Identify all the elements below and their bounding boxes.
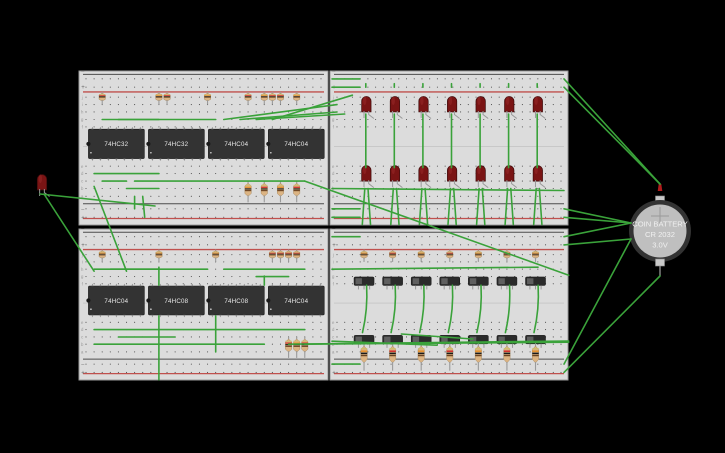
svg-text:74HC08: 74HC08 — [164, 298, 188, 305]
svg-text:3.0V: 3.0V — [652, 241, 669, 250]
svg-text:+: + — [332, 215, 336, 221]
svg-text:+: + — [332, 370, 336, 376]
svg-text:74HC04: 74HC04 — [284, 141, 308, 148]
svg-text:74HC32: 74HC32 — [164, 141, 188, 148]
svg-text:COIN BATTERY: COIN BATTERY — [632, 220, 687, 229]
svg-text:j: j — [81, 95, 83, 100]
svg-text:74HC04: 74HC04 — [284, 298, 308, 305]
svg-text:74HC32: 74HC32 — [104, 141, 128, 148]
svg-text:i: i — [82, 102, 83, 107]
svg-text:+: + — [81, 370, 85, 376]
svg-text:j: j — [332, 252, 334, 257]
svg-text:+: + — [81, 215, 85, 221]
svg-text:+: + — [332, 85, 336, 91]
svg-text:74HC08: 74HC08 — [224, 298, 248, 305]
svg-text:CR 2032: CR 2032 — [645, 230, 675, 239]
svg-text:j: j — [332, 95, 334, 100]
svg-text:i: i — [82, 260, 83, 265]
svg-text:+: + — [81, 243, 85, 249]
svg-text:+: + — [332, 243, 336, 249]
svg-text:+: + — [81, 85, 85, 91]
svg-text:74HC04: 74HC04 — [104, 298, 128, 305]
svg-text:74HC04: 74HC04 — [224, 141, 248, 148]
svg-text:i: i — [333, 260, 334, 265]
